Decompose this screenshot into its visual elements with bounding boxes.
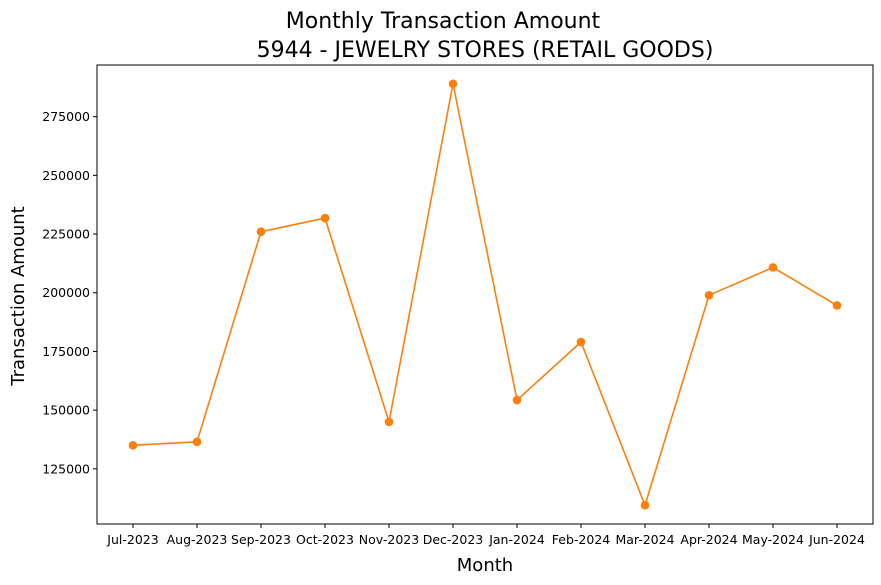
data-point: [704, 291, 714, 300]
x-tick-label: Jun-2024: [808, 532, 865, 547]
x-tick-label: Mar-2024: [615, 532, 674, 547]
plot-frame: [96, 64, 874, 525]
x-tick-label: Jan-2024: [488, 532, 545, 547]
y-tick-label: 175000: [42, 344, 90, 359]
data-point: [640, 500, 650, 510]
y-tick-label: 275000: [42, 109, 90, 124]
data-point: [512, 395, 522, 405]
x-tick-label: Feb-2024: [552, 532, 611, 547]
x-tick-label: Nov-2023: [359, 532, 419, 547]
x-axis-label: Month: [457, 555, 513, 576]
data-point: [832, 301, 842, 310]
data-point: [576, 337, 586, 347]
x-tick-label: May-2024: [742, 532, 804, 547]
x-tick-label: Sep-2023: [231, 532, 291, 547]
data-point: [320, 213, 330, 223]
chart-subtitle: 5944 - JEWELRY STORES (RETAIL GOODS): [257, 38, 714, 63]
data-point: [128, 441, 138, 450]
y-tick-label: 225000: [42, 227, 90, 242]
x-tick-label: Apr-2024: [680, 532, 737, 547]
y-tick-label: 150000: [42, 403, 90, 418]
x-tick-label: Jul-2023: [106, 532, 158, 547]
data-point: [192, 437, 202, 447]
chart-title: Monthly Transaction Amount: [286, 9, 601, 34]
y-tick-label: 125000: [42, 461, 90, 476]
plot-area: 125000 150000 175000 200000 225000 250000 2750…: [42, 64, 874, 547]
data-point: [384, 417, 394, 427]
data-point: [256, 227, 266, 236]
y-tick-label: 200000: [42, 285, 90, 300]
x-tick-label: Aug-2023: [167, 532, 228, 547]
data-point: [768, 263, 778, 272]
data-point: [448, 79, 458, 89]
y-axis-label: Transaction Amount: [8, 206, 29, 386]
y-tick-label: 250000: [42, 168, 90, 183]
series-line: [132, 83, 838, 508]
x-tick-label: Oct-2023: [296, 532, 354, 547]
x-tick-label: Dec-2023: [423, 532, 484, 547]
